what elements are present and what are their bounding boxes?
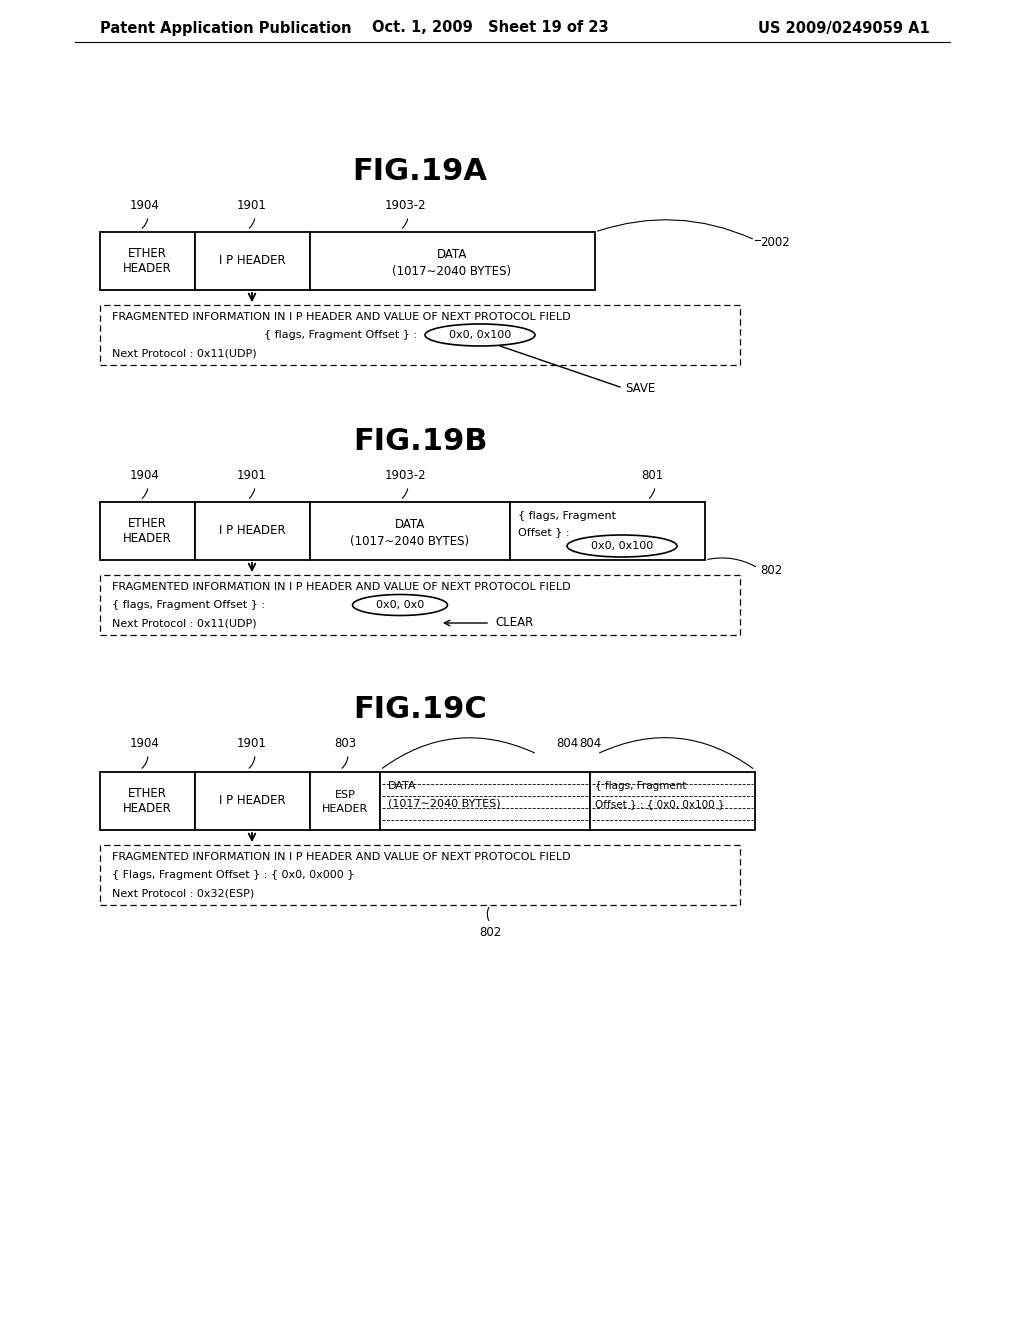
Text: { flags, Fragment Offset } :: { flags, Fragment Offset } : xyxy=(263,330,420,341)
Text: 1901: 1901 xyxy=(238,199,267,213)
Text: 1901: 1901 xyxy=(238,469,267,482)
Bar xyxy=(195,502,310,560)
Text: 1903-2: 1903-2 xyxy=(384,199,426,213)
Text: { flags, Fragment Offset } :: { flags, Fragment Offset } : xyxy=(112,601,268,610)
Text: FRAGMENTED INFORMATION IN I P HEADER AND VALUE OF NEXT PROTOCOL FIELD: FRAGMENTED INFORMATION IN I P HEADER AND… xyxy=(112,312,570,322)
Text: (1017∼2040 BYTES): (1017∼2040 BYTES) xyxy=(392,264,512,277)
Text: DATA: DATA xyxy=(395,519,425,532)
Text: I P HEADER: I P HEADER xyxy=(219,795,286,808)
Bar xyxy=(310,502,510,560)
Text: (1017∼2040 BYTES): (1017∼2040 BYTES) xyxy=(388,799,501,809)
Bar xyxy=(510,502,705,560)
Bar xyxy=(100,502,195,560)
Text: Offset } : { 0x0, 0x100 }: Offset } : { 0x0, 0x100 } xyxy=(595,799,725,809)
Text: FRAGMENTED INFORMATION IN I P HEADER AND VALUE OF NEXT PROTOCOL FIELD: FRAGMENTED INFORMATION IN I P HEADER AND… xyxy=(112,582,570,591)
Text: FRAGMENTED INFORMATION IN I P HEADER AND VALUE OF NEXT PROTOCOL FIELD: FRAGMENTED INFORMATION IN I P HEADER AND… xyxy=(112,851,570,862)
Bar xyxy=(310,772,380,830)
Text: 1904: 1904 xyxy=(130,199,160,213)
Text: I P HEADER: I P HEADER xyxy=(219,255,286,268)
Text: Oct. 1, 2009   Sheet 19 of 23: Oct. 1, 2009 Sheet 19 of 23 xyxy=(372,21,608,36)
Text: I P HEADER: I P HEADER xyxy=(219,524,286,537)
Text: DATA: DATA xyxy=(388,781,417,791)
Bar xyxy=(590,772,755,830)
Text: { Flags, Fragment Offset } : { 0x0, 0x000 }: { Flags, Fragment Offset } : { 0x0, 0x00… xyxy=(112,870,354,880)
Text: Next Protocol : 0x11(UDP): Next Protocol : 0x11(UDP) xyxy=(112,348,257,358)
Text: 1901: 1901 xyxy=(238,737,267,750)
Text: HEADER: HEADER xyxy=(322,804,368,814)
Text: 802: 802 xyxy=(760,564,782,577)
Bar xyxy=(100,232,195,290)
Text: 0x0, 0x100: 0x0, 0x100 xyxy=(449,330,511,341)
Text: ETHER
HEADER: ETHER HEADER xyxy=(123,247,171,275)
Text: { flags, Fragment: { flags, Fragment xyxy=(518,511,616,521)
Text: ESP: ESP xyxy=(335,789,355,800)
Bar xyxy=(195,772,310,830)
Text: Next Protocol : 0x11(UDP): Next Protocol : 0x11(UDP) xyxy=(112,618,257,628)
Text: ETHER
HEADER: ETHER HEADER xyxy=(123,517,171,545)
Text: FIG.19A: FIG.19A xyxy=(352,157,487,186)
Text: ETHER
HEADER: ETHER HEADER xyxy=(123,787,171,814)
Text: 1904: 1904 xyxy=(130,469,160,482)
Text: FIG.19B: FIG.19B xyxy=(352,428,487,457)
Text: Offset } :: Offset } : xyxy=(518,527,569,537)
Text: 1903-2: 1903-2 xyxy=(384,469,426,482)
Bar xyxy=(380,772,590,830)
Bar xyxy=(100,772,195,830)
Text: Next Protocol : 0x32(ESP): Next Protocol : 0x32(ESP) xyxy=(112,888,254,898)
Text: 801: 801 xyxy=(641,469,664,482)
Text: (1017∼2040 BYTES): (1017∼2040 BYTES) xyxy=(350,535,470,548)
Bar xyxy=(100,845,740,906)
Text: 804: 804 xyxy=(556,737,579,750)
Text: 0x0, 0x100: 0x0, 0x100 xyxy=(591,541,653,550)
Text: DATA: DATA xyxy=(437,248,467,261)
Text: SAVE: SAVE xyxy=(625,383,655,396)
Text: 804: 804 xyxy=(579,737,601,750)
Bar xyxy=(195,232,310,290)
Text: 2002: 2002 xyxy=(760,235,790,248)
Bar xyxy=(310,232,595,290)
Text: 0x0, 0x0: 0x0, 0x0 xyxy=(376,601,424,610)
Text: US 2009/0249059 A1: US 2009/0249059 A1 xyxy=(758,21,930,36)
Text: 803: 803 xyxy=(334,737,356,750)
Text: FIG.19C: FIG.19C xyxy=(353,696,486,725)
Text: Patent Application Publication: Patent Application Publication xyxy=(100,21,351,36)
Text: 1904: 1904 xyxy=(130,737,160,750)
Text: 802: 802 xyxy=(479,927,501,940)
Bar xyxy=(100,576,740,635)
Text: { flags, Fragment: { flags, Fragment xyxy=(595,781,686,791)
Text: CLEAR: CLEAR xyxy=(495,616,534,630)
Bar xyxy=(100,305,740,366)
